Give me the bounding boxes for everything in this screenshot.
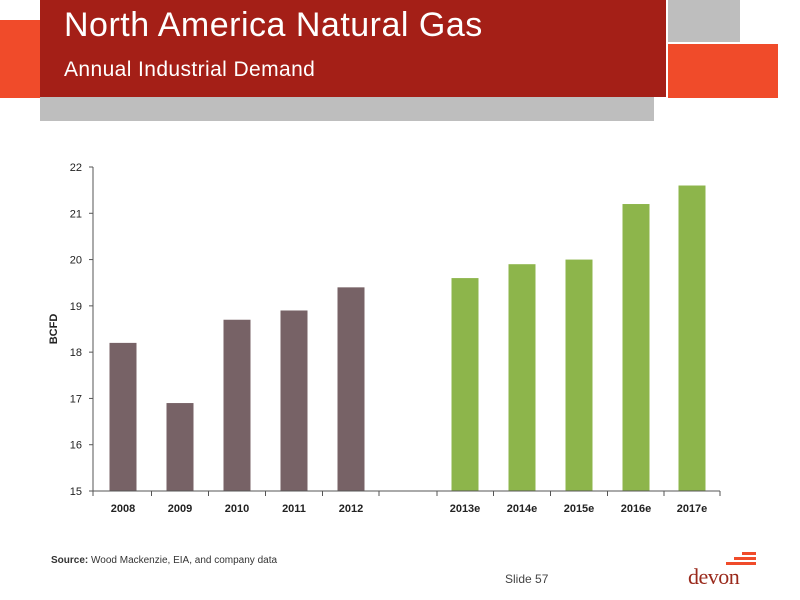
bar-2008 [109, 342, 137, 491]
x-tick-label-2008: 2008 [111, 503, 135, 515]
x-tick-label-2013e: 2013e [450, 503, 481, 515]
title-band [40, 0, 666, 97]
bar-2014e [508, 264, 536, 491]
devon-logo: devon [688, 552, 760, 589]
decorative-gray-band [40, 97, 654, 121]
source-label: Source: [51, 555, 89, 566]
bar-2013e [451, 278, 479, 491]
y-tick-label: 22 [70, 162, 82, 174]
decorative-gray-block-top [668, 0, 740, 42]
bar-2015e [565, 259, 593, 491]
y-tick-label: 18 [70, 347, 82, 359]
y-tick-label: 21 [70, 208, 82, 220]
bar-2011 [280, 310, 308, 491]
x-tick-label-2016e: 2016e [621, 503, 652, 515]
chart-labels: 15 16 17 18 19 20 21 22 2008 2009 2010 2011 2012 2013… [48, 162, 707, 515]
logo-text: devon [688, 564, 740, 589]
y-tick-label: 17 [70, 393, 82, 405]
bar-group [109, 185, 706, 491]
y-tick-label: 20 [70, 255, 82, 267]
x-tick-label-2015e: 2015e [564, 503, 595, 515]
slide-subtitle: Annual Industrial Demand [64, 58, 316, 81]
y-tick-label: 15 [70, 486, 82, 498]
bar-2016e [622, 204, 650, 491]
bar-2012 [337, 287, 365, 491]
decorative-orange-block-right [668, 44, 778, 98]
y-axis-title: BCFD [48, 314, 60, 345]
x-tick-label-2009: 2009 [168, 503, 192, 515]
slide-number: Slide 57 [505, 572, 549, 586]
x-tick-label-2012: 2012 [339, 503, 363, 515]
bar-2017e [678, 185, 706, 491]
y-tick-label: 16 [70, 440, 82, 452]
y-tick-label: 19 [70, 301, 82, 313]
bar-2009 [166, 403, 194, 491]
source-text: Wood Mackenzie, EIA, and company data [88, 555, 278, 566]
x-tick-label-2017e: 2017e [677, 503, 708, 515]
chart-axes [89, 166, 721, 496]
source-note: Source: Wood Mackenzie, EIA, and company… [51, 555, 277, 566]
decorative-orange-block-left [0, 20, 40, 98]
slide-title: North America Natural Gas [64, 6, 483, 44]
x-tick-label-2014e: 2014e [507, 503, 538, 515]
bar-2010 [223, 319, 251, 491]
x-tick-label-2011: 2011 [282, 503, 306, 515]
x-tick-label-2010: 2010 [225, 503, 249, 515]
logo-bars-icon [726, 552, 756, 567]
